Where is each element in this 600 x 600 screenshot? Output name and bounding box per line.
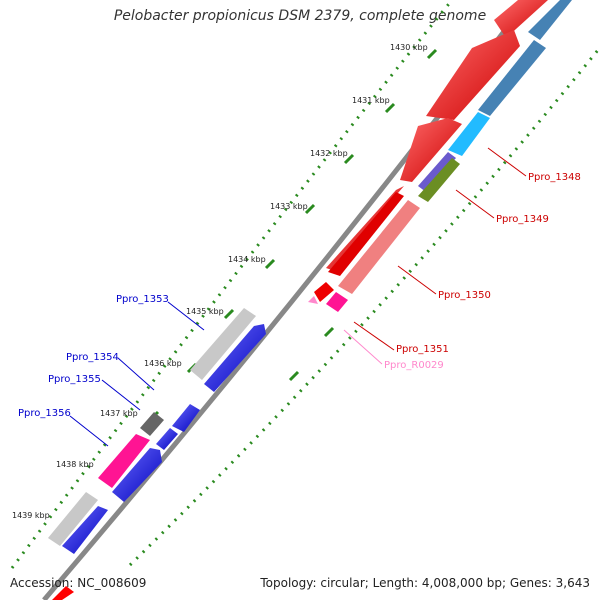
gene-forward-light[interactable] [338,200,420,294]
gene-forward-1[interactable] [494,0,548,38]
accession-text: Accession: NC_008609 [10,576,147,590]
gene-forward-olive[interactable] [418,158,460,202]
kbp-label-1439: 1439 kbp [12,511,50,520]
gene-reverse-magenta[interactable] [98,434,150,488]
gene-forward-slate[interactable] [418,152,456,192]
gene-reverse-blue-5[interactable] [62,506,108,554]
kbp-label-1433: 1433 kbp [270,202,308,211]
gene-reverse-blue-3[interactable] [156,428,178,450]
gene-forward-2[interactable] [426,30,520,120]
gene-label-ppro-r0029[interactable]: Ppro_R0029 [384,360,444,371]
gene-forward-3[interactable] [400,118,462,182]
kbp-label-1436: 1436 kbp [144,359,182,368]
gene-reverse-gray-2[interactable] [48,492,98,546]
gene-reverse-blue-2[interactable] [172,404,200,432]
gene-label-ppro-1353[interactable]: Ppro_1353 [116,294,169,305]
gene-reverse-darkgray[interactable] [140,412,164,436]
gene-forward-cyan[interactable] [448,112,490,156]
leader-lines [69,147,527,447]
gene-forward-steelblue-1[interactable] [478,40,546,116]
gene-reverse-blue-4[interactable] [112,448,162,502]
kbp-label-1430: 1430 kbp [390,43,428,52]
gene-forward-bottom[interactable] [52,586,74,600]
kbp-label-1435: 1435 kbp [186,307,224,316]
topology-text: Topology: circular; Length: 4,008,000 bp… [260,576,590,590]
gene-forward-magenta[interactable] [326,292,348,312]
gene-forward-steelblue-2[interactable] [528,0,572,40]
forward-strand [308,0,572,312]
gene-label-ppro-1354[interactable]: Ppro_1354 [66,352,119,363]
kbp-label-1434: 1434 kbp [228,255,266,264]
inner-tick-ring [128,49,600,567]
trna-marker[interactable] [308,296,318,304]
gene-label-ppro-1351[interactable]: Ppro_1351 [396,344,449,355]
gene-forward-5[interactable] [328,192,404,276]
gene-reverse-gray-1[interactable] [190,308,256,380]
outer-tick-ring [10,0,454,569]
gene-label-ppro-1350[interactable]: Ppro_1350 [438,290,491,301]
kbp-label-1438: 1438 kbp [56,460,94,469]
kbp-label-1431: 1431 kbp [352,96,390,105]
map-title: Pelobacter propionicus DSM 2379, complet… [113,8,487,24]
gene-label-ppro-1355[interactable]: Ppro_1355 [48,374,101,385]
kbp-label-1437: 1437 kbp [100,409,138,418]
reverse-strand [48,308,266,554]
gene-label-ppro-1356[interactable]: Ppro_1356 [18,408,71,419]
gene-forward-6[interactable] [314,282,334,302]
gene-reverse-blue-1[interactable] [204,324,266,392]
gene-label-ppro-1349[interactable]: Ppro_1349 [496,214,549,225]
kbp-label-1432: 1432 kbp [310,149,348,158]
gene-label-ppro-1348[interactable]: Ppro_1348 [528,172,581,183]
